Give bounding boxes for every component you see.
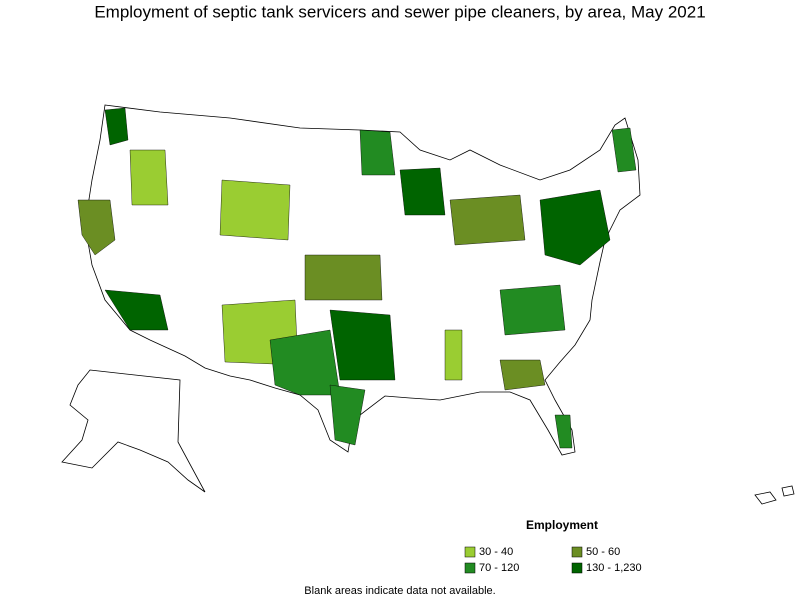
legend: Employment 30 - 40 50 - 60 70 - 120 130 - 1… — [464, 518, 642, 574]
legend-swatch — [571, 562, 583, 574]
legend-label: 130 - 1,230 — [586, 562, 642, 574]
area — [449, 194, 526, 246]
area — [269, 329, 341, 396]
area — [499, 359, 546, 391]
area — [77, 199, 116, 256]
area — [399, 167, 446, 216]
area — [359, 129, 396, 176]
area — [104, 107, 129, 146]
alaska — [61, 369, 206, 493]
footnote: Blank areas indicate data not available. — [304, 585, 495, 597]
area — [499, 284, 566, 336]
area — [304, 254, 383, 301]
area — [444, 329, 463, 381]
area — [104, 289, 169, 331]
legend-label: 30 - 40 — [479, 546, 513, 558]
map-title: Employment of septic tank servicers and … — [94, 2, 705, 21]
area — [554, 414, 573, 449]
legend-swatch — [571, 546, 583, 558]
area — [539, 189, 611, 266]
legend-swatch — [464, 546, 476, 558]
area — [129, 149, 169, 206]
area — [329, 384, 366, 446]
hawaii-2 — [781, 485, 795, 497]
legend-label: 70 - 120 — [479, 562, 519, 574]
legend-items: 30 - 40 50 - 60 70 - 120 130 - 1,230 — [464, 546, 642, 574]
legend-label: 50 - 60 — [586, 546, 620, 558]
hawaii-1 — [754, 491, 777, 505]
area — [219, 179, 291, 241]
area — [611, 127, 637, 173]
area — [329, 309, 396, 381]
legend-title: Employment — [526, 518, 598, 532]
area-patches — [77, 107, 637, 449]
map — [61, 104, 795, 505]
legend-swatch — [464, 562, 476, 574]
